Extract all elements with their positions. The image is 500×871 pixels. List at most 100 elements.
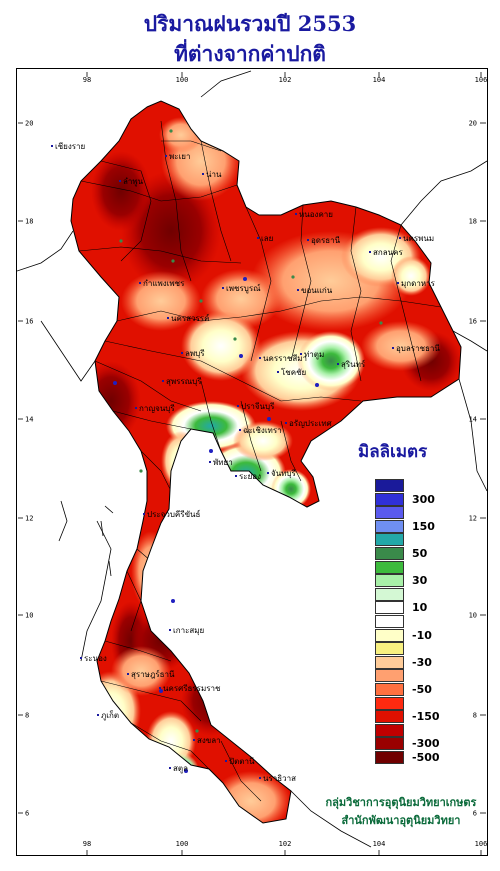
credit-line2: สำนักพัฒนาอุตุนิยมวิทยา	[341, 814, 461, 827]
y-tick-label: 16	[25, 318, 33, 326]
legend-label: -300	[412, 737, 440, 751]
province-marker	[169, 767, 171, 769]
province-marker	[259, 357, 261, 359]
station-markers	[113, 129, 383, 773]
y-tick-label: 12	[25, 515, 33, 523]
province-label: นครสวรรค์	[171, 313, 209, 323]
province-marker	[399, 237, 401, 239]
province-label: สุพรรณบุรี	[166, 377, 202, 386]
province-marker	[235, 475, 237, 477]
province-label: เพชรบูรณ์	[226, 283, 261, 294]
x-tick-label: 100	[176, 840, 189, 848]
province-label: สงขลา	[197, 736, 221, 745]
legend-label: 10	[412, 601, 428, 615]
y-tick-label: 8	[473, 712, 477, 720]
province-label: ขอนแก่น	[301, 286, 333, 295]
province-label: ลำพูน	[123, 177, 144, 187]
province-label: อุบลราชธานี	[396, 344, 440, 353]
x-tick-label: 102	[279, 76, 292, 84]
province-marker	[392, 347, 394, 349]
province-marker	[165, 155, 167, 157]
province-marker	[139, 282, 141, 284]
province-marker	[369, 251, 371, 253]
y-tick-label: 18	[25, 218, 33, 226]
legend-swatch	[375, 601, 404, 615]
y-tick-label: 14	[25, 416, 33, 424]
legend-label: -10	[412, 628, 432, 642]
legend-swatch	[375, 519, 404, 533]
x-tick-label: 106	[475, 76, 487, 84]
y-tick-label: 10	[25, 612, 33, 620]
province-marker	[167, 317, 169, 319]
legend-label: -30	[412, 655, 432, 669]
legend-swatch	[375, 751, 404, 764]
legend-swatch	[375, 492, 404, 506]
y-tick-label: 14	[469, 416, 477, 424]
legend-swatch	[375, 547, 404, 560]
province-marker	[202, 173, 204, 175]
province-marker	[162, 380, 164, 382]
legend-swatch	[375, 574, 404, 588]
legend-swatch	[375, 642, 404, 656]
province-label: กำแพงเพชร	[143, 279, 185, 288]
province-label: อุดรธานี	[311, 236, 341, 245]
province-marker	[259, 777, 261, 779]
province-label: ลพบุรี	[185, 349, 205, 358]
y-tick-label: 20	[469, 120, 477, 128]
legend-swatch	[375, 533, 404, 547]
neighbor-borders	[17, 70, 487, 848]
province-label: โชคชัย	[281, 367, 306, 377]
province-label: อรัญประเทศ	[289, 419, 332, 428]
province-label: ระนอง	[84, 654, 107, 663]
legend-label: 300	[412, 492, 435, 506]
province-marker	[119, 180, 121, 182]
x-tick-label: 98	[83, 840, 91, 848]
province-label: ปัตตานี	[229, 757, 255, 766]
legend-swatch	[375, 479, 404, 492]
legend-swatch	[375, 655, 404, 669]
province-marker	[51, 145, 53, 147]
legend-swatch	[375, 560, 404, 574]
province-marker	[222, 287, 224, 289]
province-marker	[237, 405, 239, 407]
map-frame: เชียงราย พะเยา น่าน ลำพูน หนองคาย นครพนม อุดรธ…	[16, 68, 488, 856]
y-tick-label: 6	[25, 810, 29, 818]
province-marker	[135, 407, 137, 409]
province-marker	[239, 429, 241, 431]
province-label: ฉะเชิงเทรา	[243, 426, 282, 435]
province-label: น่าน	[206, 170, 222, 179]
province-label: นราธิวาส	[263, 774, 296, 783]
y-tick-label: 16	[469, 318, 477, 326]
province-label: ปราจีนบุรี	[241, 402, 275, 411]
province-label: จันทบุรี	[271, 469, 297, 478]
province-label: ภูเก็ต	[101, 710, 119, 721]
province-label: สุราษฎร์ธานี	[131, 669, 175, 679]
province-label: ประจวบคีรีขันธ์	[147, 509, 201, 519]
x-tick-label: 104	[373, 840, 386, 848]
province-marker	[193, 739, 195, 741]
province-marker	[127, 673, 129, 675]
province-label: พะเยา	[169, 152, 190, 161]
province-label: พัทยา	[213, 458, 233, 467]
province-label: สกลนคร	[373, 248, 403, 257]
y-tick-label: 6	[473, 810, 477, 818]
province-marker	[295, 213, 297, 215]
province-marker	[225, 760, 227, 762]
legend-swatch	[375, 683, 404, 696]
province-label: มุกดาหาร	[401, 279, 436, 288]
province-marker	[307, 239, 309, 241]
province-marker	[80, 657, 82, 659]
legend-label: -500	[412, 751, 440, 764]
y-tick-label: 8	[25, 712, 29, 720]
province-label: กาญจนบุรี	[139, 404, 175, 413]
legend-swatch	[375, 710, 404, 724]
province-label: นครราชสีมา	[263, 354, 307, 363]
province-marker	[397, 282, 399, 284]
x-tick-label: 102	[279, 840, 292, 848]
province-label: ระยอง	[239, 472, 261, 481]
province-marker	[169, 629, 171, 631]
legend-swatch	[375, 737, 404, 751]
